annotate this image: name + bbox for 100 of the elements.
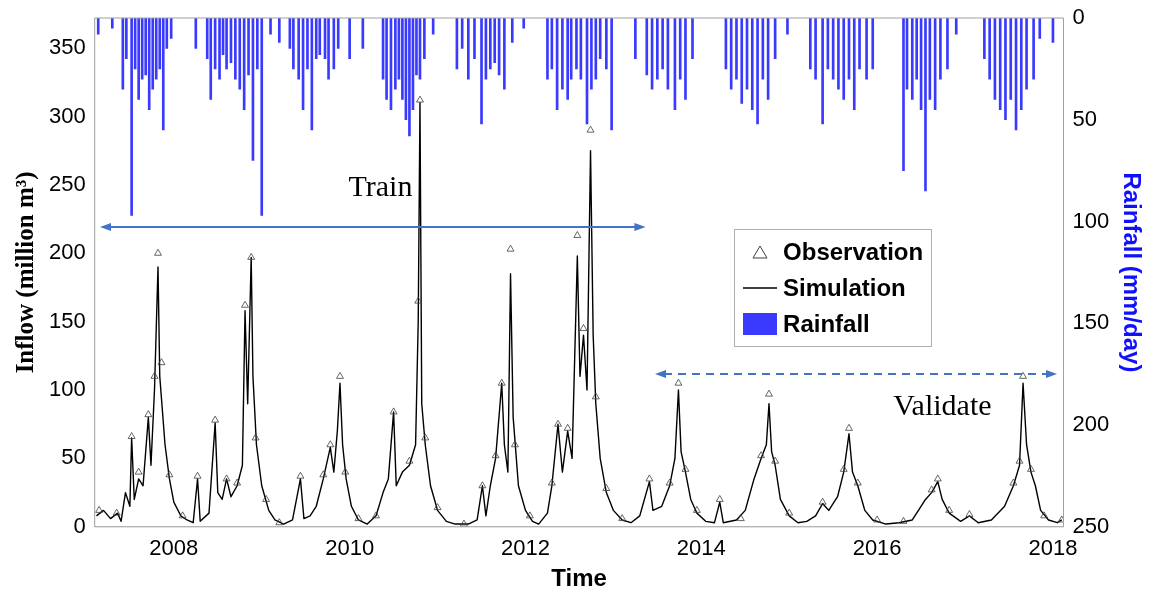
annotation: Validate xyxy=(893,388,992,422)
bar xyxy=(575,18,578,70)
bar xyxy=(306,18,309,70)
bar xyxy=(423,18,426,60)
x-tick-label: 2012 xyxy=(501,535,550,561)
bar xyxy=(946,18,949,70)
bar xyxy=(684,18,687,100)
y-tick-label: 0 xyxy=(73,512,86,538)
x-tick-label: 2010 xyxy=(325,535,375,561)
y2-tick-label: 200 xyxy=(1072,411,1110,437)
y2-tick-label: 250 xyxy=(1072,512,1110,538)
bar xyxy=(691,18,694,60)
legend-label: Observation xyxy=(783,238,924,267)
y-tick-label: 200 xyxy=(48,239,86,265)
y-tick-label: 100 xyxy=(48,376,86,402)
bar xyxy=(522,18,526,29)
bar xyxy=(939,18,942,80)
bar xyxy=(590,18,593,90)
bar xyxy=(598,18,602,60)
y2-tick-label: 150 xyxy=(1072,309,1110,335)
bar xyxy=(385,18,388,100)
bar xyxy=(842,18,846,100)
bar xyxy=(814,18,817,80)
bar xyxy=(194,18,198,49)
bar xyxy=(467,18,470,80)
bar xyxy=(998,18,1002,110)
bar xyxy=(332,18,336,70)
bar xyxy=(277,18,281,43)
bar xyxy=(218,18,221,80)
bar xyxy=(821,18,824,125)
x-tick-label: 2018 xyxy=(1028,535,1078,561)
bar xyxy=(808,18,812,70)
y-axis-title: Inflow (million m³) xyxy=(11,171,40,374)
y-tick-label: 350 xyxy=(48,34,86,60)
bar xyxy=(756,18,759,125)
y2-tick-label: 0 xyxy=(1072,4,1085,30)
bar xyxy=(292,18,295,70)
bar xyxy=(460,18,464,49)
bar xyxy=(394,18,397,90)
bar xyxy=(473,18,476,60)
bar xyxy=(348,18,351,60)
bar xyxy=(1004,18,1007,121)
legend-label: Rainfall xyxy=(783,310,870,339)
bar xyxy=(678,18,682,80)
bar xyxy=(1038,18,1042,39)
x-tick-label: 2014 xyxy=(676,535,726,561)
bar xyxy=(858,18,861,70)
bar xyxy=(561,18,564,90)
bar xyxy=(169,18,173,39)
bar xyxy=(750,18,754,110)
bar xyxy=(225,18,228,70)
bar xyxy=(865,18,868,80)
bar xyxy=(209,18,213,100)
bar xyxy=(729,18,733,90)
bar xyxy=(645,18,649,76)
bar xyxy=(852,18,856,110)
bar xyxy=(661,18,664,70)
bar xyxy=(269,18,272,35)
bar xyxy=(408,18,411,137)
bar xyxy=(656,18,659,80)
bar xyxy=(786,18,789,35)
bar xyxy=(137,18,140,100)
x-axis-title: Time xyxy=(551,564,607,592)
bar xyxy=(488,18,492,70)
bar xyxy=(503,18,506,90)
annotation: Train xyxy=(348,169,413,203)
bar xyxy=(735,18,738,80)
bar xyxy=(480,18,483,125)
bar xyxy=(605,18,608,70)
bar xyxy=(924,18,927,192)
y2-tick-label: 50 xyxy=(1072,105,1097,131)
bar xyxy=(147,18,151,110)
bar xyxy=(1032,18,1035,80)
bar xyxy=(740,18,744,104)
bar xyxy=(297,18,300,80)
bar xyxy=(837,18,840,90)
bar xyxy=(988,18,991,80)
y-tick-label: 150 xyxy=(48,307,86,333)
bar xyxy=(96,18,100,35)
y-tick-label: 50 xyxy=(61,444,86,470)
bar xyxy=(161,18,165,131)
bar xyxy=(910,18,914,100)
bar xyxy=(610,18,613,131)
bar xyxy=(318,18,322,55)
bar xyxy=(983,18,986,60)
x-tick-label: 2016 xyxy=(852,535,902,561)
bar xyxy=(130,18,133,216)
bar xyxy=(1009,18,1013,100)
y2-tick-label: 100 xyxy=(1072,207,1110,233)
bar xyxy=(327,18,330,80)
bar xyxy=(1025,18,1028,90)
bar xyxy=(260,18,264,216)
bar xyxy=(1019,18,1023,110)
bar xyxy=(546,18,549,80)
bar xyxy=(902,18,905,171)
bar xyxy=(510,18,514,43)
y2-axis-title: Rainfall (mm/day) xyxy=(1118,172,1146,373)
bar xyxy=(634,18,637,60)
bar xyxy=(314,18,318,60)
bar xyxy=(238,18,242,90)
